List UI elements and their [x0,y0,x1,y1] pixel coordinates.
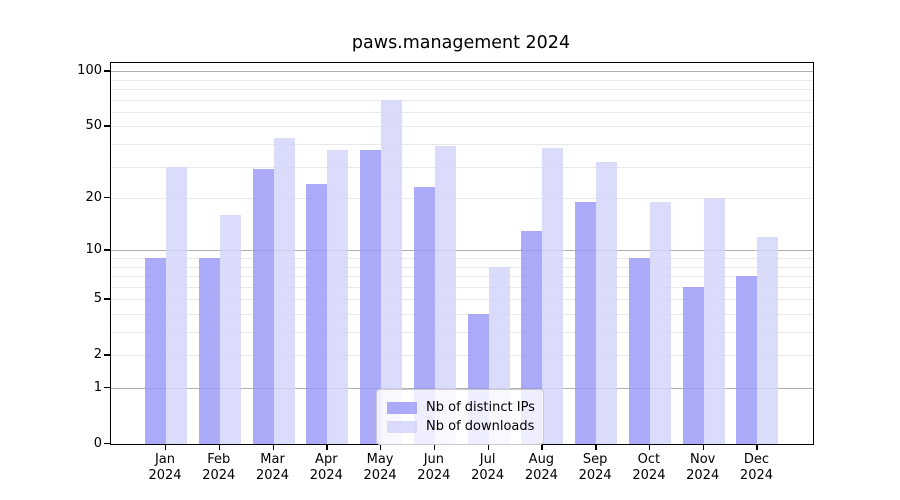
x-tick-apr [326,444,328,450]
bar-downloads-nov [703,198,725,444]
x-tick-label-oct: Oct 2024 [632,452,666,483]
plot-area [110,62,814,445]
y-tick-label-100: 100 [77,62,102,78]
bar-downloads-apr [327,150,349,444]
minor-gridline-5 [111,299,813,301]
y-tick-label-50: 50 [85,117,102,133]
x-tick-jun [433,444,436,450]
x-tick-oct [648,444,651,450]
legend-label-distinct-ips: Nb of distinct IPs [426,400,535,415]
bar-downloads-sep [596,161,618,444]
y-tick-1 [104,387,110,389]
bar-distinct-ips-oct [628,258,650,444]
bar-downloads-aug [542,148,564,444]
bar-downloads-jun [434,146,456,444]
legend-swatch-distinct-ips [387,401,417,414]
x-tick-label-feb: Feb 2024 [202,452,236,483]
major-gridline-10 [111,250,813,252]
y-tick-label-1: 1 [93,379,102,395]
y-tick-0 [104,443,110,445]
x-tick-label-may: May 2024 [363,452,397,483]
y-tick-label-20: 20 [85,189,102,205]
minor-gridline-70 [111,99,813,101]
minor-gridline-9 [111,258,813,259]
bar-downloads-jan [166,166,187,444]
bar-downloads-feb [219,215,241,444]
bar-downloads-dec [757,236,779,444]
y-tick-10 [104,249,110,251]
x-tick-label-aug: Aug 2024 [524,452,558,483]
legend-swatch-downloads [387,420,417,433]
x-tick-label-jun: Jun 2024 [417,452,451,483]
y-tick-label-5: 5 [93,290,102,306]
legend-entry-downloads: Nb of downloads [387,418,535,435]
legend: Nb of distinct IPs Nb of downloads [376,389,544,445]
minor-gridline-60 [111,111,813,113]
x-tick-aug [541,444,543,450]
minor-gridline-90 [111,79,813,81]
legend-label-downloads: Nb of downloads [426,419,535,434]
y-tick-5 [104,298,110,300]
bar-distinct-ips-apr [306,183,328,444]
minor-gridline-3 [111,332,813,334]
y-tick-100 [104,70,110,72]
legend-entry-distinct-ips: Nb of distinct IPs [387,399,535,416]
x-tick-jul [487,444,489,450]
minor-gridline-30 [111,166,813,168]
minor-gridline-2 [111,355,813,357]
x-tick-label-mar: Mar 2024 [255,452,290,483]
x-tick-mar [272,444,274,450]
bar-distinct-ips-feb [198,258,220,444]
major-gridline-1 [111,388,813,389]
minor-gridline-7 [111,276,813,278]
minor-gridline-6 [111,286,813,288]
chart-title: paws.management 2024 [351,33,571,53]
x-tick-label-jul: Jul 2024 [471,452,505,483]
minor-gridline-50 [111,126,813,128]
bar-distinct-ips-nov [682,286,704,444]
y-tick-20 [104,197,110,199]
minor-gridline-4 [111,313,813,315]
bar-distinct-ips-mar [252,169,274,444]
y-tick-2 [104,354,110,356]
y-tick-50 [104,125,110,127]
x-tick-may [380,444,382,450]
bar-downloads-mar [273,138,295,444]
bar-distinct-ips-dec [736,276,758,444]
x-tick-label-dec: Dec 2024 [739,452,774,483]
bar-downloads-may [381,99,403,444]
bar-distinct-ips-sep [575,202,597,444]
y-tick-label-10: 10 [85,241,102,257]
x-tick-label-sep: Sep 2024 [578,452,612,483]
bar-distinct-ips-jun [413,187,435,444]
bar-distinct-ips-may [360,150,382,444]
minor-gridline-40 [111,144,813,146]
x-tick-nov [702,444,705,450]
bar-downloads-oct [649,202,671,444]
minor-gridline-20 [111,198,813,200]
y-tick-label-2: 2 [93,346,102,362]
x-tick-label-nov: Nov 2024 [686,452,720,483]
x-tick-label-jan: Jan 2024 [148,452,182,483]
x-tick-sep [595,444,597,450]
minor-gridline-80 [111,89,813,91]
x-tick-jan [165,444,167,450]
x-tick-dec [756,444,758,450]
x-tick-feb [218,444,221,450]
y-tick-label-0: 0 [93,435,102,451]
bar-distinct-ips-jan [145,258,166,444]
x-tick-label-apr: Apr 2024 [309,452,343,483]
major-gridline-100 [111,71,813,73]
minor-gridline-8 [111,266,813,268]
